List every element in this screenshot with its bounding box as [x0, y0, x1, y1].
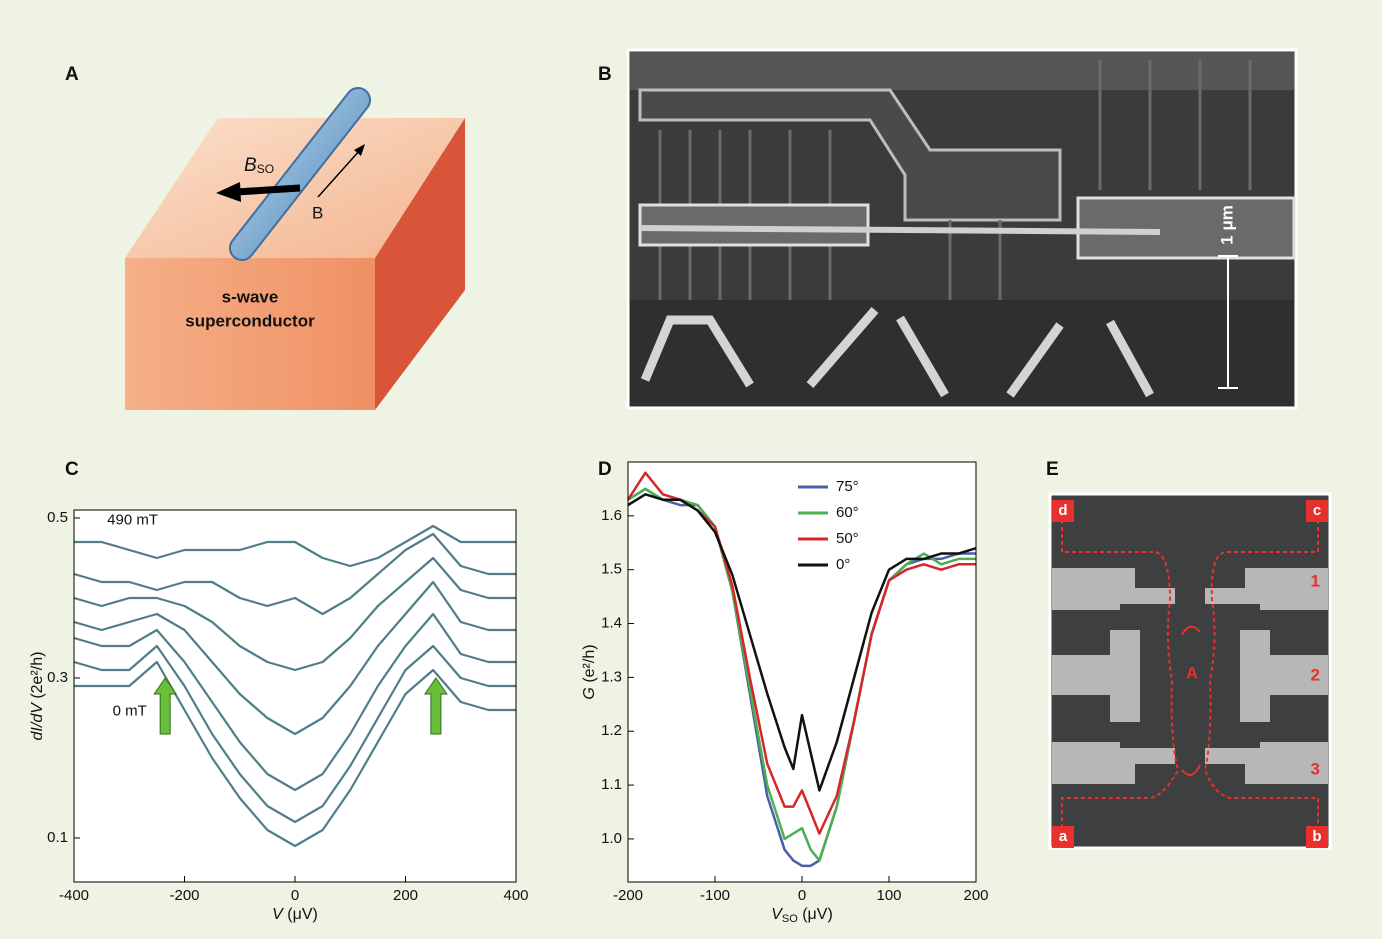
x-tick-label: -100	[700, 887, 730, 904]
label-part: (μV)	[283, 906, 318, 923]
y-tick-label: 1.0	[601, 830, 622, 847]
y-tick-label: 0.1	[47, 829, 68, 846]
legend-label: 60°	[836, 504, 859, 521]
substrate-label: s-wave	[222, 287, 279, 306]
pad-label: b	[1312, 828, 1321, 845]
legend-label: 75°	[836, 478, 859, 495]
y-axis-label: G (e²/h)	[581, 644, 598, 699]
figure: A BSO B s-wave superconductor B	[0, 0, 1382, 939]
panel-b: B 1 μm	[598, 50, 1296, 408]
pad-label: c	[1313, 502, 1321, 519]
annotation: 0 mT	[113, 703, 147, 720]
y-tick-label: 0.5	[47, 509, 68, 526]
pad-label: d	[1058, 502, 1067, 519]
x-tick-label: -400	[59, 887, 89, 904]
x-tick-label: 400	[503, 887, 528, 904]
panel-label: B	[598, 64, 612, 85]
x-axis-label: V (μV)	[272, 906, 318, 923]
x-axis-label: VSO (μV)	[771, 906, 833, 925]
x-tick-label: 0	[798, 887, 806, 904]
x-tick-label: -200	[169, 887, 199, 904]
y-tick-label: 0.3	[47, 669, 68, 686]
pad-label: a	[1059, 828, 1068, 845]
sem-band	[630, 52, 1294, 90]
y-tick-label: 1.2	[601, 722, 622, 739]
y-tick-label: 1.4	[601, 615, 622, 632]
label-part: (2e²/h)	[29, 652, 46, 704]
panel-label: C	[65, 459, 79, 480]
sem-contact	[640, 205, 868, 245]
panel-label: A	[65, 64, 79, 85]
x-tick-label: -200	[613, 887, 643, 904]
label-part: dI/dV	[29, 702, 46, 741]
x-tick-label: 200	[393, 887, 418, 904]
block-front	[125, 258, 375, 410]
y-tick-label: 1.5	[601, 561, 622, 578]
legend-label: 0°	[836, 556, 850, 573]
substrate-label: superconductor	[185, 311, 315, 330]
y-tick-label: 1.1	[601, 776, 622, 793]
plot-area	[74, 510, 516, 882]
scale-label: 1 μm	[1217, 205, 1236, 245]
x-tick-label: 200	[963, 887, 988, 904]
label-part: SO	[782, 913, 798, 925]
electrode-label: 1	[1311, 571, 1320, 590]
x-tick-label: 100	[876, 887, 901, 904]
label-part: G	[581, 687, 598, 699]
loop-label: A	[1186, 663, 1198, 682]
plot-area	[628, 462, 976, 882]
legend-label: 50°	[836, 530, 859, 547]
panel-a: A BSO B s-wave superconductor	[65, 64, 465, 410]
panel-label: D	[598, 459, 612, 480]
label-part: (e²/h)	[581, 644, 598, 687]
y-tick-label: 1.3	[601, 668, 622, 685]
sem-nanowire	[640, 228, 1160, 232]
y-axis-label: dI/dV (2e²/h)	[29, 652, 46, 741]
panel-e: E d c a b 1 2 3 A	[1046, 459, 1330, 848]
bso-arrow	[236, 188, 300, 192]
label-part: (μV)	[798, 906, 833, 923]
b-label: B	[312, 203, 323, 222]
electrode-label: 2	[1311, 665, 1320, 684]
panel-label: E	[1046, 459, 1059, 480]
x-tick-label: 0	[291, 887, 299, 904]
annotation: 490 mT	[107, 511, 158, 528]
y-tick-label: 1.6	[601, 507, 622, 524]
electrode-label: 3	[1311, 759, 1320, 778]
sem-contact	[1078, 198, 1294, 258]
